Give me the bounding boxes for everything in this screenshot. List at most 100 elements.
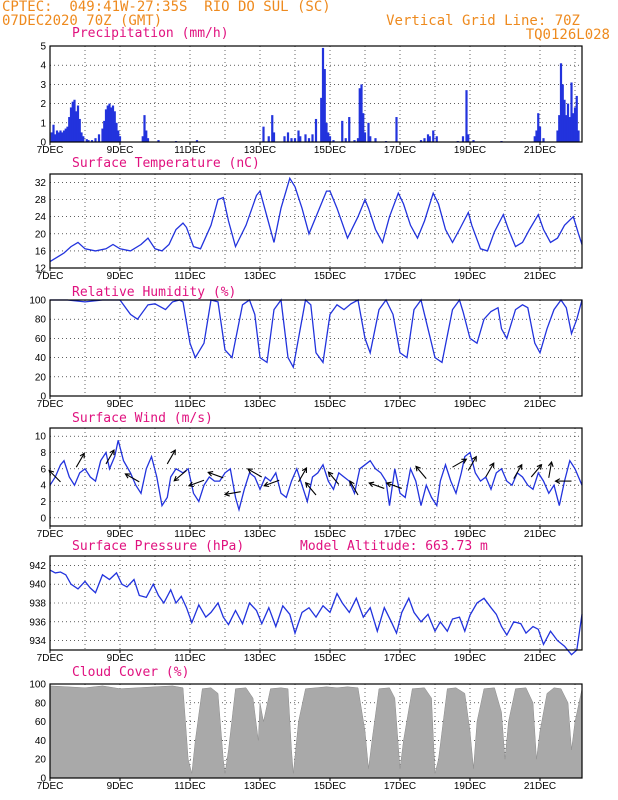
precip-bar bbox=[117, 130, 120, 142]
wind-ytick-label: 10 bbox=[35, 432, 47, 443]
precip-bar bbox=[118, 136, 122, 142]
precip-bar bbox=[568, 117, 571, 142]
precip-bar bbox=[76, 105, 80, 142]
wind-xtick-label: 7DEC bbox=[37, 529, 64, 540]
pres-ytick-label: 940 bbox=[29, 580, 46, 591]
header-line1-left: CPTEC: 049:41W-27:35S RIO DO SUL (SC) bbox=[2, 0, 331, 15]
precip-bar bbox=[111, 105, 115, 142]
precip-bar bbox=[157, 140, 160, 142]
cloud-xtick-label: 17DEC bbox=[384, 781, 416, 792]
temp-title: Surface Temperature (nC) bbox=[72, 156, 260, 171]
wind-vector-head bbox=[461, 458, 468, 464]
cloud-ytick-label: 60 bbox=[35, 717, 47, 728]
wind-vector-head bbox=[554, 478, 561, 484]
rh-ytick-label: 100 bbox=[29, 296, 46, 307]
precip-bar bbox=[71, 101, 74, 142]
wind-vector bbox=[48, 470, 61, 483]
precip-bar bbox=[423, 138, 426, 142]
cloud-xtick-label: 7DEC bbox=[37, 781, 64, 792]
wind-frame bbox=[49, 427, 583, 527]
precip-bar bbox=[304, 134, 307, 142]
wind-vector-head bbox=[79, 452, 85, 459]
precip-bar bbox=[115, 122, 118, 142]
precip-bar bbox=[59, 130, 62, 142]
precip-bar bbox=[328, 136, 332, 142]
wind-vector-head bbox=[415, 465, 421, 472]
precip-bar bbox=[327, 132, 330, 142]
wind-vector bbox=[264, 479, 280, 487]
precip-ytick-label: 4 bbox=[40, 61, 46, 72]
wind-title: Surface Wind (m/s) bbox=[72, 411, 213, 426]
precip-bar bbox=[320, 97, 323, 142]
precip-bar bbox=[472, 140, 475, 142]
precip-bar bbox=[356, 138, 360, 142]
precip-bar bbox=[82, 136, 85, 142]
wind-vector-head bbox=[187, 481, 194, 488]
precip-frame bbox=[49, 45, 583, 143]
precip-bar bbox=[106, 105, 109, 142]
wind-vector-head bbox=[301, 467, 308, 474]
precip-bar bbox=[348, 117, 351, 142]
precip-bar bbox=[432, 130, 435, 142]
wind-xtick-label: 9DEC bbox=[107, 529, 134, 540]
temp-frame bbox=[49, 173, 583, 269]
precip-bar bbox=[272, 132, 276, 142]
rh-xtick-label: 17DEC bbox=[384, 399, 416, 410]
cloud-xtick-label: 11DEC bbox=[174, 781, 206, 792]
precip-bar bbox=[362, 113, 365, 142]
precip-bar bbox=[80, 132, 83, 142]
precip-bar bbox=[465, 90, 468, 142]
wind-vector bbox=[75, 453, 85, 468]
rh-xtick-label: 19DEC bbox=[454, 399, 486, 410]
precip-xtick-label: 19DEC bbox=[454, 145, 486, 156]
pres-xtick-label: 19DEC bbox=[454, 653, 486, 664]
precip-bar bbox=[461, 136, 465, 142]
pres-ytick-label: 934 bbox=[29, 636, 46, 647]
precip-bar bbox=[538, 126, 542, 142]
wind-vector-head bbox=[327, 471, 334, 478]
pres-ytick-label: 938 bbox=[29, 599, 46, 610]
precip-bar bbox=[286, 132, 290, 142]
precip-bar bbox=[321, 47, 325, 142]
pres-ytick-label: 936 bbox=[29, 617, 46, 628]
temp-xtick-label: 17DEC bbox=[384, 271, 416, 282]
pres-xtick-label: 17DEC bbox=[384, 653, 416, 664]
temp-xtick-label: 13DEC bbox=[244, 271, 276, 282]
precip-xtick-label: 13DEC bbox=[244, 145, 276, 156]
wind-vector bbox=[328, 471, 340, 485]
precip-bar bbox=[69, 107, 73, 142]
precip-bar bbox=[73, 99, 76, 142]
precip-bar bbox=[570, 82, 573, 142]
precip-bar bbox=[573, 107, 577, 142]
rh-xtick-label: 21DEC bbox=[524, 399, 556, 410]
cloud-xtick-label: 19DEC bbox=[454, 781, 486, 792]
wind-vector-head bbox=[304, 481, 311, 488]
rh-xtick-label: 15DEC bbox=[314, 399, 346, 410]
precip-bar bbox=[297, 130, 300, 142]
wind-xtick-label: 13DEC bbox=[244, 529, 276, 540]
cloud-frame bbox=[49, 683, 583, 779]
precip-bar bbox=[85, 139, 88, 142]
precip-bar bbox=[563, 99, 566, 142]
precip-bar bbox=[299, 136, 302, 142]
rh-xtick-label: 7DEC bbox=[37, 399, 64, 410]
wind-vector bbox=[305, 482, 317, 496]
wind-vector bbox=[467, 456, 477, 471]
rh-ytick-label: 40 bbox=[35, 353, 47, 364]
precip-xtick-label: 11DEC bbox=[174, 145, 206, 156]
wind-vector-head bbox=[368, 481, 375, 488]
precip-bar bbox=[64, 128, 67, 142]
temp-ytick-label: 12 bbox=[35, 264, 47, 275]
pres-series-line bbox=[49, 569, 583, 656]
wind-vector-head bbox=[263, 481, 270, 488]
temp-ytick-label: 28 bbox=[35, 195, 47, 206]
wind-vector bbox=[224, 491, 241, 496]
rh-series-line bbox=[50, 298, 583, 370]
precip-bar bbox=[141, 136, 144, 142]
wind-series-line bbox=[49, 440, 583, 513]
pres-frame bbox=[49, 555, 583, 651]
wind-vector bbox=[173, 470, 187, 482]
precip-bar bbox=[323, 69, 326, 142]
precip-bar bbox=[419, 140, 423, 142]
